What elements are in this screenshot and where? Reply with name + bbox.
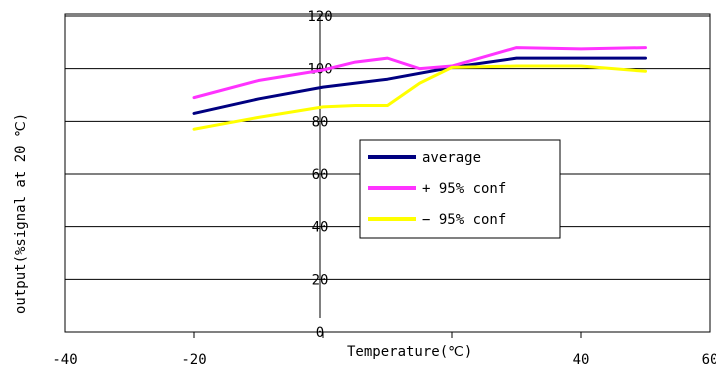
series-lines: [192, 46, 647, 131]
y-tick-label: 120: [307, 9, 332, 25]
gridlines: [65, 15, 710, 280]
x-tick-label: 40: [573, 352, 590, 368]
x-axis-label: Temperature(℃): [347, 344, 472, 360]
y-tick-label: 40: [312, 220, 329, 236]
legend-label: − 95% conf: [422, 212, 506, 228]
series-line: [192, 64, 647, 131]
legend-label: + 95% conf: [422, 181, 506, 197]
x-tick-labels: -40 -20 40 60: [52, 332, 716, 368]
y-axis-label: output(%signal at 20 ℃): [13, 113, 29, 314]
series-line: [192, 56, 647, 115]
y-tick-label: 80: [312, 114, 329, 130]
series-line: [192, 46, 647, 100]
x-tick-label: 60: [702, 352, 716, 368]
legend-items: average + 95% conf − 95% conf: [368, 150, 506, 228]
legend: average + 95% conf − 95% conf: [359, 139, 561, 239]
legend-label: average: [422, 150, 481, 166]
y-tick-label: 20: [312, 272, 329, 288]
y-tick-label: 0: [316, 325, 324, 341]
y-tick-label: 60: [312, 167, 329, 183]
x-tick-label: -20: [181, 352, 206, 368]
x-tick-label: -40: [52, 352, 77, 368]
